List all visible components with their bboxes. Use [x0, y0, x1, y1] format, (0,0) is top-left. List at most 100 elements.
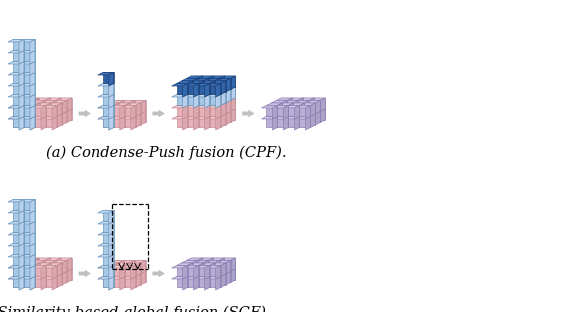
Polygon shape: [136, 103, 141, 116]
Polygon shape: [8, 232, 24, 235]
Polygon shape: [266, 105, 277, 116]
Polygon shape: [113, 271, 124, 282]
Polygon shape: [19, 243, 24, 257]
Polygon shape: [46, 116, 57, 128]
Polygon shape: [56, 269, 72, 271]
Polygon shape: [125, 105, 136, 116]
Polygon shape: [34, 109, 39, 122]
Polygon shape: [40, 263, 51, 274]
Polygon shape: [103, 274, 119, 276]
Polygon shape: [187, 274, 204, 276]
Polygon shape: [120, 266, 125, 279]
Polygon shape: [109, 95, 114, 108]
Polygon shape: [198, 81, 204, 95]
Polygon shape: [109, 116, 114, 130]
Polygon shape: [114, 114, 130, 116]
Polygon shape: [130, 271, 146, 274]
Polygon shape: [193, 261, 198, 274]
Polygon shape: [125, 266, 136, 276]
Polygon shape: [183, 276, 198, 279]
Polygon shape: [29, 111, 34, 125]
Polygon shape: [46, 105, 57, 116]
Polygon shape: [119, 111, 135, 114]
Polygon shape: [136, 274, 141, 287]
Polygon shape: [198, 263, 215, 266]
Polygon shape: [24, 276, 35, 287]
Polygon shape: [187, 92, 193, 105]
Polygon shape: [35, 103, 51, 105]
Polygon shape: [226, 90, 230, 103]
Polygon shape: [187, 103, 204, 105]
Polygon shape: [103, 105, 114, 116]
Polygon shape: [52, 105, 57, 119]
Polygon shape: [50, 258, 61, 269]
Polygon shape: [226, 78, 230, 92]
Polygon shape: [114, 103, 119, 116]
Polygon shape: [113, 111, 124, 122]
Polygon shape: [281, 109, 292, 120]
Polygon shape: [191, 258, 202, 269]
Polygon shape: [198, 111, 208, 122]
Polygon shape: [141, 261, 146, 274]
Polygon shape: [13, 255, 24, 266]
Polygon shape: [114, 263, 119, 276]
Polygon shape: [98, 105, 114, 108]
Polygon shape: [24, 114, 29, 128]
Polygon shape: [103, 72, 114, 84]
Polygon shape: [183, 116, 198, 119]
Polygon shape: [219, 111, 230, 122]
Polygon shape: [205, 84, 220, 86]
Polygon shape: [282, 103, 293, 114]
Polygon shape: [56, 258, 72, 261]
Polygon shape: [316, 111, 320, 125]
Polygon shape: [215, 271, 219, 285]
Polygon shape: [30, 116, 35, 130]
Polygon shape: [176, 116, 187, 128]
Polygon shape: [187, 109, 202, 111]
Polygon shape: [198, 78, 208, 90]
Polygon shape: [103, 105, 114, 116]
Polygon shape: [204, 90, 208, 103]
Polygon shape: [304, 100, 309, 114]
Polygon shape: [130, 274, 141, 285]
Polygon shape: [304, 103, 316, 114]
Polygon shape: [46, 263, 62, 266]
Polygon shape: [19, 255, 24, 268]
Polygon shape: [204, 271, 208, 285]
Polygon shape: [24, 84, 35, 95]
Polygon shape: [131, 266, 136, 279]
Polygon shape: [198, 269, 213, 271]
Polygon shape: [13, 105, 24, 116]
Polygon shape: [24, 103, 29, 116]
Polygon shape: [208, 76, 224, 78]
Polygon shape: [130, 261, 146, 263]
Polygon shape: [13, 116, 24, 128]
Polygon shape: [205, 84, 209, 97]
Polygon shape: [30, 199, 35, 213]
Polygon shape: [18, 261, 34, 263]
Polygon shape: [193, 92, 204, 103]
Polygon shape: [226, 100, 230, 114]
Polygon shape: [62, 100, 67, 114]
Polygon shape: [24, 105, 35, 116]
Polygon shape: [187, 266, 198, 276]
Polygon shape: [208, 109, 213, 122]
Polygon shape: [8, 222, 24, 224]
Polygon shape: [125, 103, 130, 116]
Polygon shape: [13, 95, 24, 105]
Polygon shape: [109, 232, 114, 246]
Polygon shape: [124, 271, 135, 282]
Polygon shape: [125, 274, 141, 276]
Polygon shape: [141, 271, 146, 285]
Polygon shape: [29, 263, 40, 274]
Polygon shape: [109, 105, 125, 108]
Polygon shape: [310, 114, 316, 128]
Polygon shape: [98, 266, 114, 268]
Polygon shape: [209, 81, 226, 84]
Polygon shape: [29, 271, 45, 274]
Polygon shape: [182, 100, 198, 103]
Polygon shape: [8, 116, 24, 119]
Polygon shape: [120, 116, 125, 130]
Polygon shape: [183, 84, 198, 86]
Polygon shape: [67, 98, 72, 111]
